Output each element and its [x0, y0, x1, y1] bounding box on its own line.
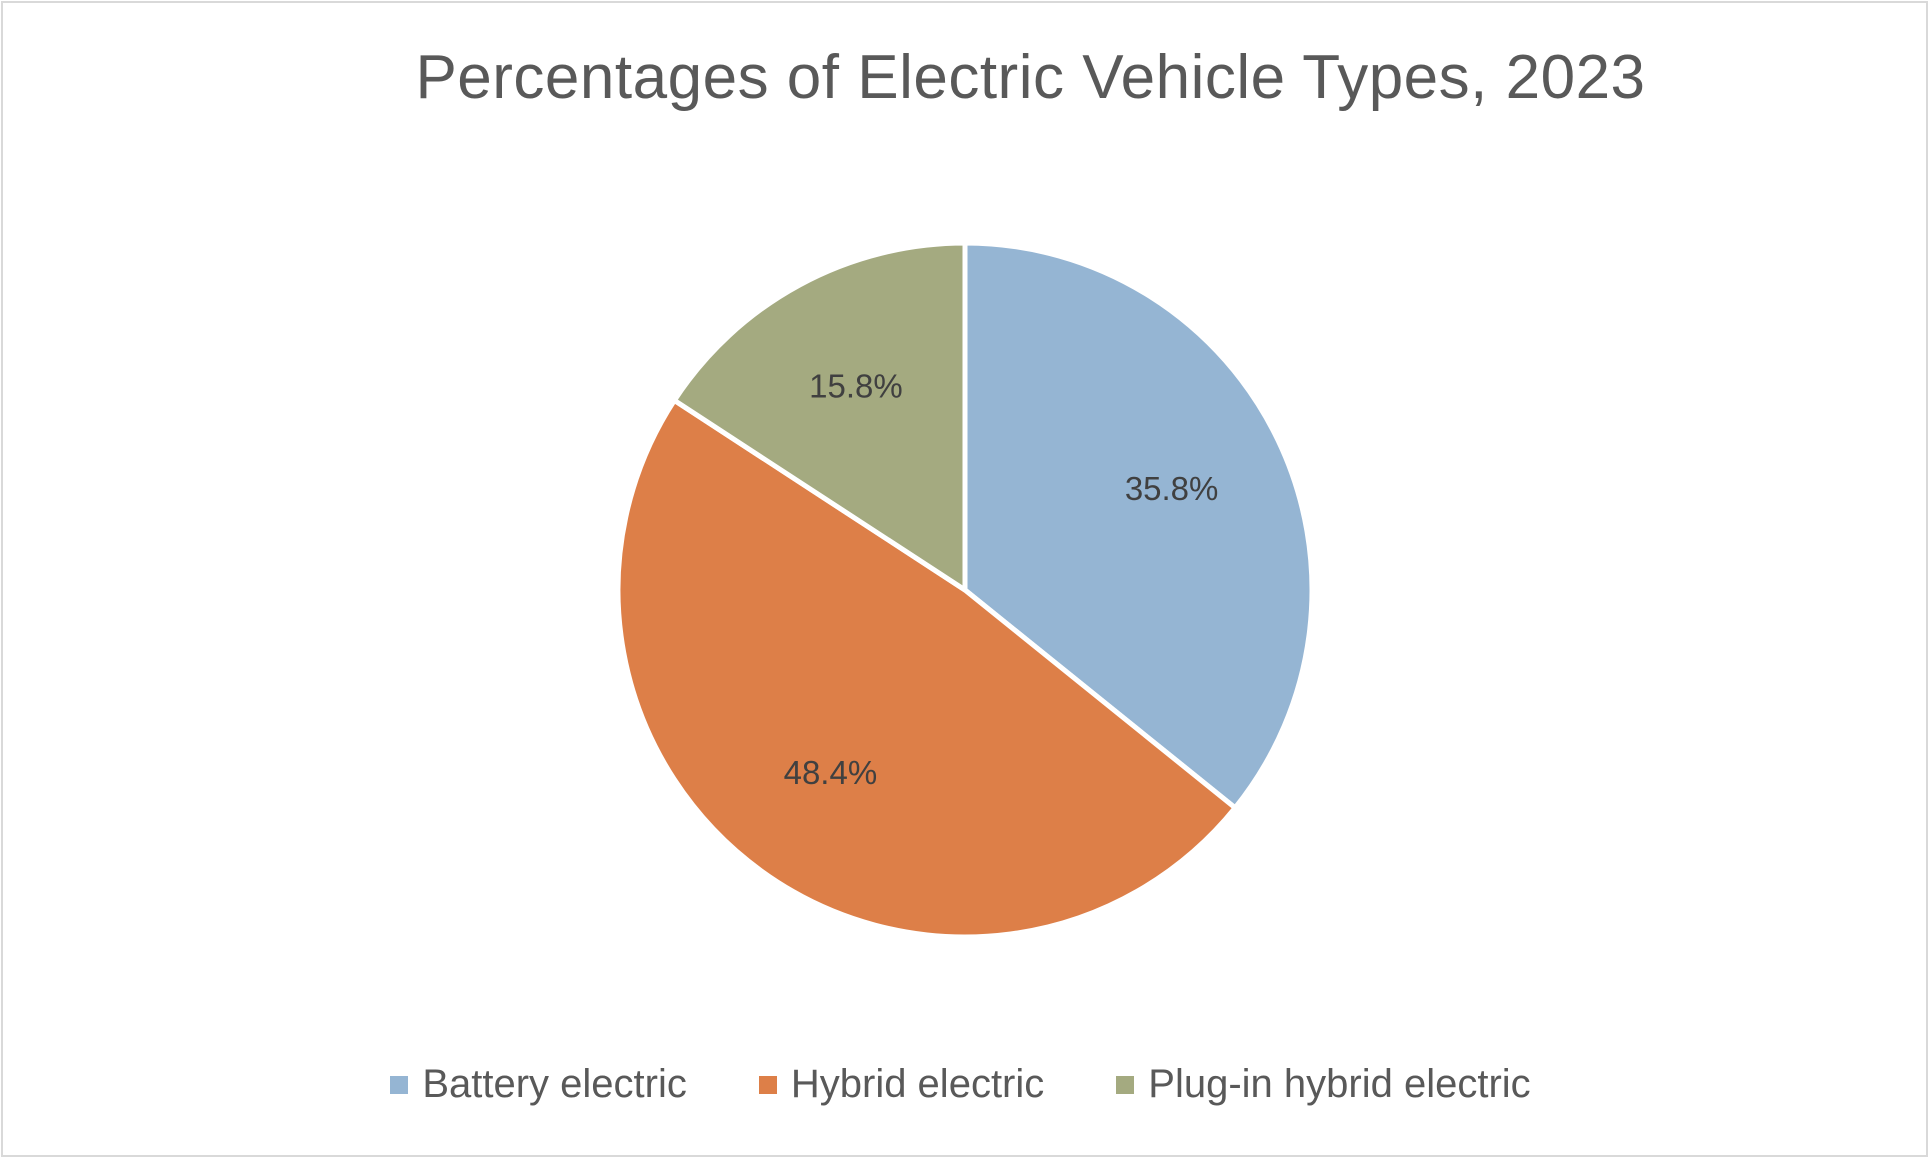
- pie-slice-battery-electric: [962, 240, 1315, 811]
- legend-label-plug-in-hybrid-electric: Plug-in hybrid electric: [1148, 1062, 1531, 1106]
- legend-swatch-hybrid-electric: [758, 1075, 777, 1094]
- legend: Battery electric Hybrid electric Plug-in…: [0, 1062, 1931, 1107]
- pie-slice-hybrid-electric: [615, 397, 1238, 940]
- legend-item-plug-in-hybrid-electric: Plug-in hybrid electric: [1116, 1062, 1531, 1107]
- data-label-battery-electric: 35.8%: [1125, 470, 1219, 507]
- pie-slice-plug-in-hybrid-electric: [671, 240, 968, 593]
- legend-item-hybrid-electric: Hybrid electric: [758, 1062, 1045, 1107]
- legend-swatch-plug-in-hybrid-electric: [1116, 1075, 1135, 1094]
- legend-swatch-battery-electric: [390, 1075, 409, 1094]
- chart-title: Percentages of Electric Vehicle Types, 2…: [415, 43, 1646, 112]
- data-label-plug-in-hybrid-electric: 15.8%: [809, 367, 903, 404]
- pie-data-labels: 35.8% 48.4% 15.8%: [784, 367, 1219, 791]
- pie-slices: [615, 240, 1315, 940]
- legend-item-battery-electric: Battery electric: [390, 1062, 687, 1107]
- legend-label-hybrid-electric: Hybrid electric: [790, 1062, 1045, 1106]
- data-label-hybrid-electric: 48.4%: [784, 754, 878, 791]
- legend-label-battery-electric: Battery electric: [422, 1062, 687, 1106]
